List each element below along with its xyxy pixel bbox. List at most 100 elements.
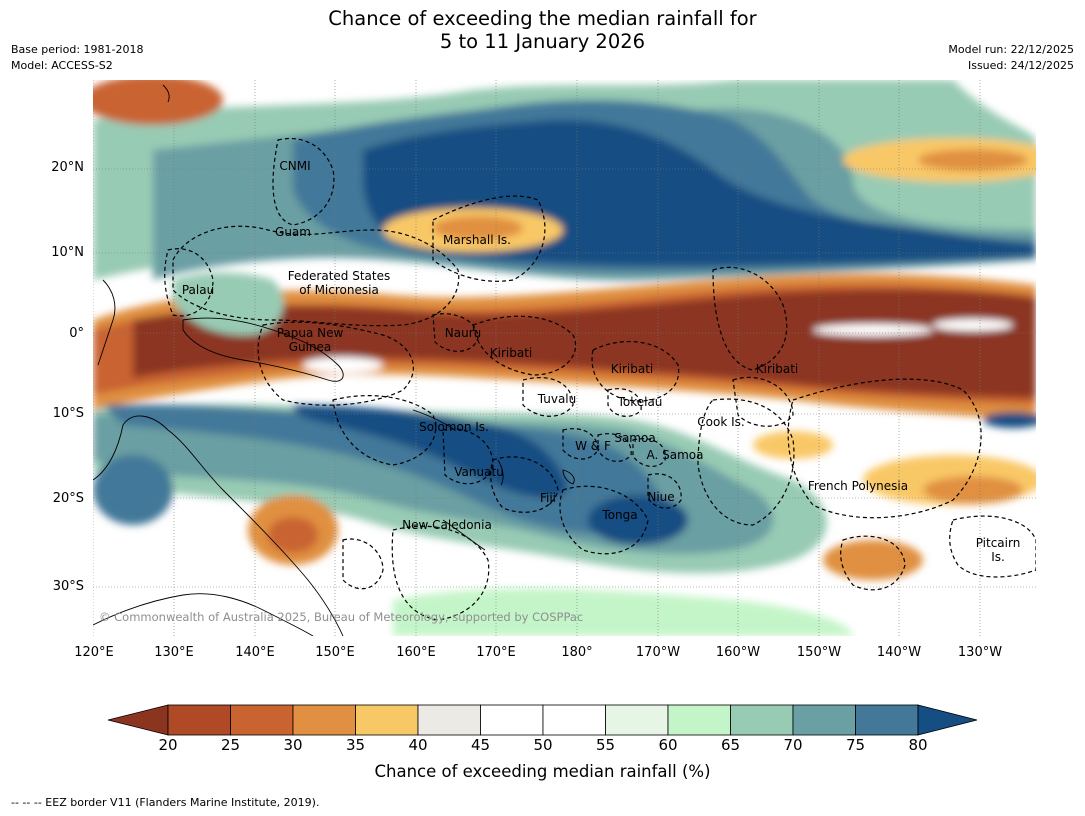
field-streak-1 [813, 324, 933, 336]
label-png-2: Guinea [288, 340, 332, 354]
label-vanuatu: Vanuatu [454, 465, 504, 479]
eez-cook [697, 398, 795, 526]
lon-label-140e: 140°E [235, 645, 275, 660]
label-tokelau: Tokelau [617, 395, 663, 409]
colorbar-tick-25: 25 [220, 736, 241, 754]
label-pitcairn-2: Is. [991, 550, 1005, 564]
title-line-2: 5 to 11 January 2026 [439, 30, 646, 53]
issued-date: Issued: 24/12/2025 [967, 59, 1074, 72]
label-fsm-1: Federated States [287, 269, 391, 283]
eez-fsm [172, 225, 460, 327]
colorbar-seg-1 [167, 704, 231, 736]
label-kiribati-w: Kiribati [489, 346, 533, 360]
eez-solomon [332, 395, 437, 466]
label-pitcairn-1: Pitcairn [975, 536, 1021, 550]
label-tuvalu: Tuvalu [537, 392, 577, 406]
field-darkblue-south [293, 405, 567, 499]
field-orange-marshall [433, 216, 523, 240]
eez-niue [647, 473, 682, 509]
title-line-1: Chance of exceeding the median rainfall … [328, 7, 757, 30]
label-marshall: Marshall Is. [443, 233, 511, 247]
lat-label-0: 0° [69, 326, 84, 341]
map-title: Chance of exceeding the median rainfall … [0, 7, 1085, 53]
colorbar-seg-13 [917, 704, 978, 736]
label-png-1: Papua New [276, 326, 344, 340]
label-cook: Cook Is. [697, 415, 745, 429]
colorbar-tick-75: 75 [845, 736, 866, 754]
label-asamoa: A. Samoa [646, 448, 704, 462]
field-streak-3 [303, 357, 383, 373]
forecast-map: CNMI Guam Marshall Is. Federated States … [93, 80, 1036, 636]
colorbar-tick-50: 50 [533, 736, 553, 754]
colorbar-seg-4 [355, 704, 419, 736]
colorbar-tick-80: 80 [908, 736, 928, 754]
eez-footnote: -- -- -- EEZ border V11 (Flanders Marine… [11, 796, 320, 809]
eez-french-polynesia [787, 378, 982, 519]
colorbar-tick-30: 30 [283, 736, 303, 754]
coast-philippines [97, 279, 116, 366]
graticule [93, 80, 1036, 636]
eez-kiribati-e1 [712, 266, 788, 371]
eez-tokelau [607, 388, 642, 417]
coast-australia-south [93, 593, 314, 636]
eez-marshall [432, 195, 546, 282]
eez-asamoa [632, 438, 666, 467]
lon-label-160e: 160°E [396, 645, 436, 660]
coast-new-guinea [182, 317, 344, 382]
lon-label-170w: 170°W [635, 645, 681, 660]
label-cnmi: CNMI [279, 159, 311, 173]
label-french-polynesia: French Polynesia [807, 479, 909, 493]
lon-label-120e: 120°E [74, 645, 114, 660]
lon-label-140w: 140°W [876, 645, 922, 660]
field-orange-fp [923, 476, 1023, 504]
eez-tuvalu [522, 377, 574, 417]
label-new-caledonia: New Caledonia [402, 518, 492, 532]
eez-pitcairn [949, 515, 1036, 578]
colorbar [107, 704, 978, 736]
colorbar-tick-45: 45 [470, 736, 491, 754]
coastlines [93, 84, 575, 636]
lon-label-160w: 160°W [715, 645, 761, 660]
colorbar-seg-2 [230, 704, 294, 736]
coast-australia-east [93, 415, 344, 636]
eez-tonga [559, 485, 649, 555]
colorbar-tick-70: 70 [783, 736, 803, 754]
colorbar-seg-12 [855, 704, 919, 736]
eez-samoa [562, 428, 599, 460]
field-blue-australia [93, 455, 173, 525]
eez-vanuatu [442, 428, 494, 485]
colorbar-seg-6 [480, 704, 544, 736]
label-solomon: Solomon Is. [419, 420, 489, 434]
colorbar-seg-8 [605, 704, 669, 736]
colorbar-tick-65: 65 [720, 736, 741, 754]
label-wf: W & F [575, 439, 611, 453]
colorbar-seg-3 [292, 704, 356, 736]
label-palau: Palau [181, 283, 215, 297]
label-fiji: Fiji [539, 491, 557, 505]
lon-label-180: 180° [561, 645, 593, 660]
base-period: Base period: 1981-2018 [11, 43, 144, 56]
colorbar-tick-40: 40 [408, 736, 428, 754]
label-tonga: Tonga [602, 508, 638, 522]
field-orange-ne [918, 149, 1028, 171]
colorbar-seg-10 [730, 704, 794, 736]
field-yellow-cook [753, 431, 833, 459]
lon-label-130w: 130°W [957, 645, 1003, 660]
copyright-notice: © Commonwealth of Australia 2025, Bureau… [99, 610, 584, 624]
lat-label-20s: 20°S [52, 491, 84, 506]
label-niue: Niue [647, 490, 675, 504]
eez-borders [164, 137, 1036, 621]
eez-wf [597, 433, 632, 462]
colorbar-tick-60: 60 [658, 736, 678, 754]
model-name: Model: ACCESS-S2 [11, 59, 113, 72]
colorbar-tick-20: 20 [158, 736, 178, 754]
coast-vanuatu [497, 459, 504, 486]
field-brown-equator [133, 289, 1036, 398]
label-kiribati-c: Kiribati [610, 362, 654, 376]
eez-palau [164, 248, 214, 317]
field-dry-nw [93, 80, 223, 125]
colorbar-tick-55: 55 [595, 736, 616, 754]
field-darkorange-tasman [268, 517, 318, 553]
eez-cnmi [272, 137, 335, 226]
eez-new-caledonia [391, 525, 490, 621]
